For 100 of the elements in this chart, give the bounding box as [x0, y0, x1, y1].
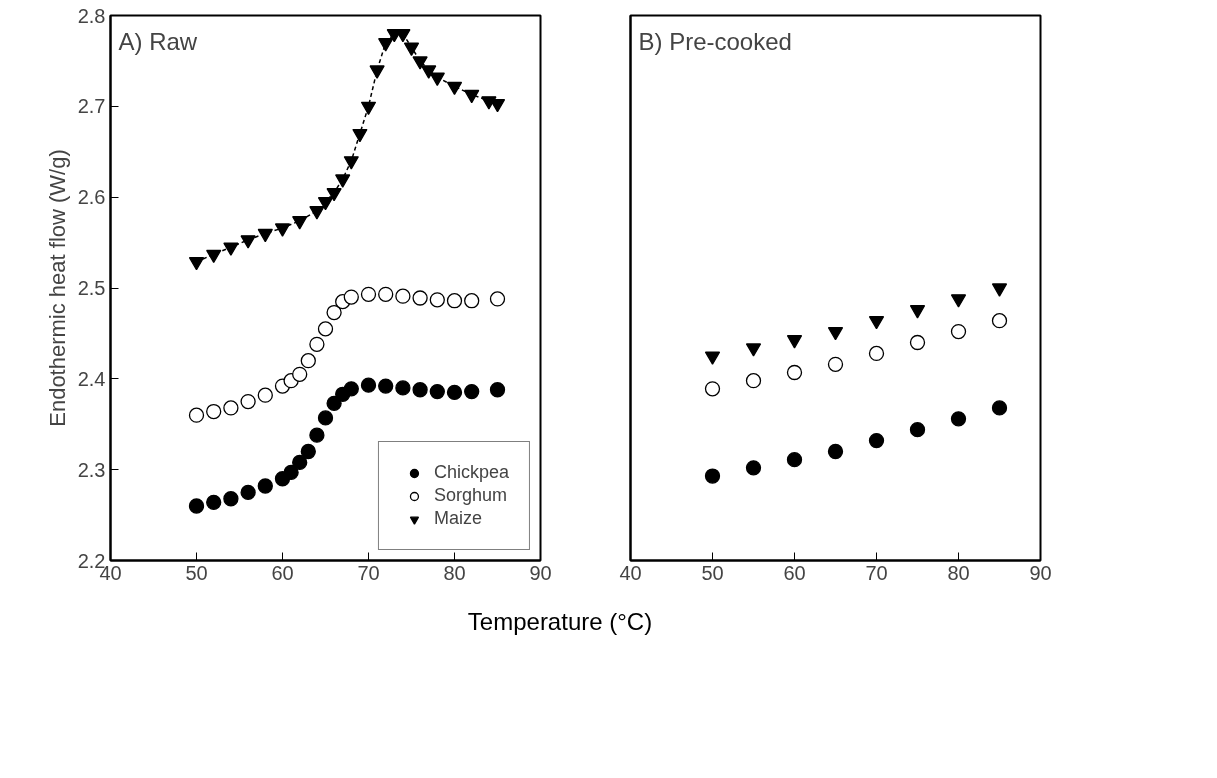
point — [489, 291, 506, 307]
point — [223, 400, 239, 416]
point — [206, 494, 222, 510]
point — [378, 38, 394, 52]
legend-label: Chickpea — [433, 462, 509, 483]
point — [909, 334, 926, 351]
point — [745, 343, 762, 357]
point — [369, 65, 385, 79]
x-tick-label: 60 — [271, 561, 294, 584]
point — [335, 174, 351, 188]
point — [378, 378, 394, 394]
point — [326, 304, 342, 321]
point — [950, 323, 967, 340]
point — [292, 454, 308, 471]
point — [446, 293, 463, 309]
text: A) Raw — [118, 27, 198, 55]
x-tick-label: 60 — [783, 561, 806, 584]
point — [827, 326, 844, 341]
chart-title: B) Pre-cooked — [638, 27, 792, 55]
point — [421, 65, 437, 79]
point — [326, 187, 342, 202]
x-tick-label: 80 — [947, 561, 970, 584]
x-tick-label: 90 — [1029, 561, 1052, 584]
point — [360, 101, 377, 116]
point — [950, 411, 967, 427]
point — [352, 128, 368, 143]
point — [868, 432, 885, 449]
point — [446, 81, 463, 96]
y-tick-label: 2.4 — [77, 367, 106, 390]
x-axis-title: Temperature (°C) — [467, 607, 653, 637]
x-tick-label: 70 — [357, 561, 380, 584]
point — [274, 223, 291, 237]
point — [464, 293, 480, 309]
point — [343, 381, 359, 397]
point — [300, 443, 316, 460]
point — [827, 443, 844, 460]
point — [257, 228, 273, 243]
point — [991, 400, 1008, 416]
point — [786, 364, 803, 381]
point — [868, 316, 885, 330]
point — [223, 242, 239, 256]
point — [206, 249, 222, 264]
point — [292, 216, 308, 230]
point — [786, 335, 803, 349]
x-tick-label: 50 — [185, 561, 208, 584]
x-tick-label: 50 — [701, 561, 724, 584]
point — [240, 393, 256, 410]
point — [360, 377, 377, 393]
point — [257, 478, 273, 494]
point — [464, 383, 480, 400]
y-tick-label: 2.6 — [77, 186, 106, 209]
point — [257, 387, 273, 403]
point — [412, 382, 428, 398]
x-tick-label: 70 — [865, 561, 888, 584]
point — [188, 498, 205, 514]
y-axis-title: Endothermic heat flow (W/g) — [44, 149, 70, 427]
point — [223, 491, 239, 507]
point — [909, 305, 926, 319]
point — [378, 286, 394, 302]
y-tick-label: 2.5 — [77, 277, 106, 299]
point — [412, 56, 428, 70]
point — [283, 464, 299, 481]
point — [309, 206, 325, 220]
point — [326, 395, 342, 411]
point — [240, 484, 256, 501]
point — [489, 382, 506, 398]
point — [950, 294, 967, 308]
point — [309, 336, 325, 352]
legend-label: Maize — [433, 508, 482, 529]
point — [317, 410, 334, 426]
point — [188, 407, 205, 423]
point — [429, 72, 445, 86]
point — [188, 256, 205, 271]
point — [317, 197, 334, 211]
point — [745, 373, 762, 389]
y-tick-label: 2.7 — [77, 95, 106, 118]
point — [395, 380, 411, 396]
x-tick-label: 40 — [619, 561, 642, 584]
point — [343, 289, 359, 305]
point — [704, 468, 721, 484]
point — [300, 353, 316, 369]
point — [991, 313, 1008, 329]
point — [395, 288, 411, 304]
point — [991, 283, 1008, 297]
point — [343, 156, 359, 170]
point — [309, 427, 325, 443]
y-tick-label: 2.8 — [77, 4, 106, 27]
point — [827, 356, 844, 372]
point — [745, 460, 762, 476]
point — [704, 381, 721, 397]
point — [786, 452, 803, 468]
x-tick-label: 90 — [529, 561, 552, 584]
point — [429, 383, 445, 400]
point — [403, 42, 420, 57]
point — [464, 89, 480, 104]
point — [909, 422, 926, 438]
point — [704, 351, 721, 365]
point — [429, 292, 445, 308]
legend-label: Sorghum — [433, 485, 507, 506]
x-tick-label: 80 — [443, 561, 466, 584]
